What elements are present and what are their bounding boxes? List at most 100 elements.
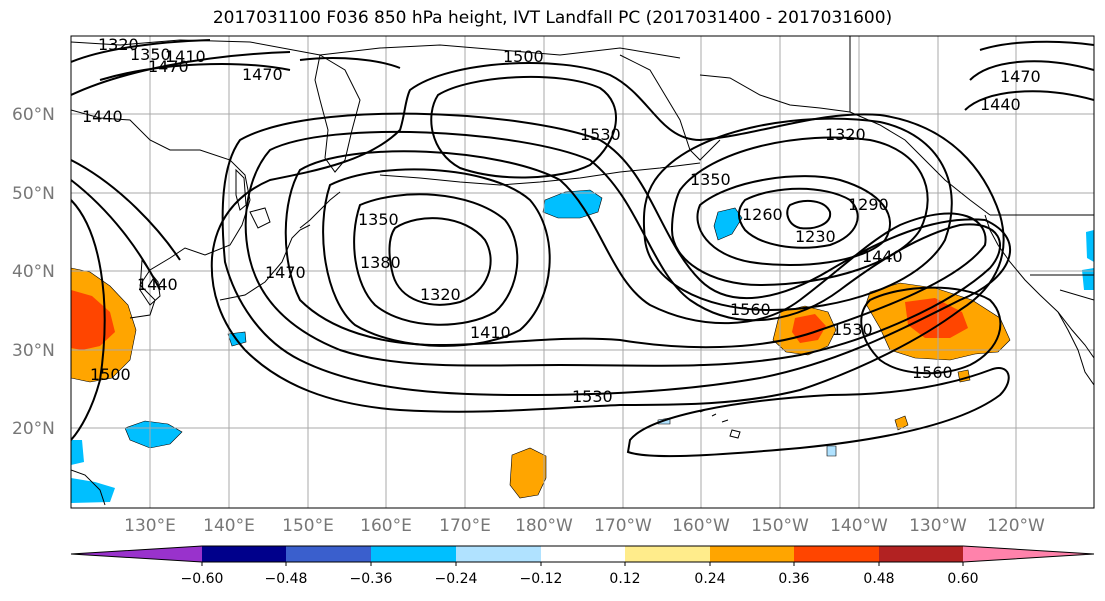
contour-1260-east [738,187,859,249]
colorbar-extend-low [71,546,202,562]
contour-1470 [221,112,1012,397]
height-contours [71,39,1094,458]
contour-label: 1500 [503,47,544,66]
colorbar-segment [541,546,625,562]
lat-label: 40°N [12,262,55,282]
contour-label: 1410 [165,47,206,66]
latitude-labels: 60°N 50°N 40°N 30°N 20°N [12,105,55,439]
colorbar: −0.60 −0.48 −0.36 −0.24 −0.12 0.12 0.24 … [70,545,1095,587]
longitude-labels: 130°E 140°E 150°E 160°E 170°E 180°W 170°… [124,516,1045,536]
contour-1470-west [71,179,161,291]
canada-border [849,36,1094,216]
shade-blue-mid [713,207,743,241]
bc-coast [984,214,1094,359]
contour-label: 1350 [130,45,171,64]
colorbar-label: 0.48 [863,571,894,587]
colorbar-segment [456,546,541,562]
contour-1440-west [71,159,181,261]
shade-orange-small [894,415,909,431]
contour-label: 1440 [862,247,903,266]
contour-1350-east [642,117,953,312]
lon-label: 120°W [987,516,1045,536]
contour-1530 [430,75,1010,458]
colorbar-segment [202,546,286,562]
siberia-coast [71,39,681,59]
shade-blue-east2 [1082,268,1094,290]
colorbar-label: −0.12 [520,571,563,587]
contour-label: 1230 [795,227,836,246]
contour-label: 1350 [690,170,731,189]
colorbar-segment [710,546,794,562]
lon-label: 160°E [360,516,412,536]
lat-label: 60°N [12,105,55,125]
sakhalin [235,168,247,211]
contour-label: 1560 [912,363,953,382]
lat-label: 50°N [12,184,55,204]
contour-1560 [860,286,1002,375]
shade-blue-edge2 [71,478,115,503]
contour-north [71,39,401,96]
lon-label: 160°W [672,516,730,536]
japan-honshu [219,224,311,301]
alaska-west [619,54,721,161]
colorbar-label: 0.24 [694,571,725,587]
lon-label: 130°E [124,516,176,536]
contour-label: 1560 [730,300,771,319]
shade-blue-north [542,189,603,219]
contour-1500-west [71,199,106,441]
contour-label-layer: 1320 1350 1410 1470 1470 1440 1500 1530 … [82,35,1041,406]
contour-1410 [284,150,987,349]
colorbar-segment [879,546,963,562]
colorbar-label: 0.12 [609,571,640,587]
colorbar-extend-high [963,546,1094,562]
kurils [299,191,341,229]
lat-label: 20°N [12,419,55,439]
contour-label: 1470 [148,57,189,76]
us-border [1030,274,1094,301]
contour-label: 1260 [742,205,783,224]
colorbar-segment [794,546,879,562]
lon-label: 140°W [830,516,888,536]
colorbar-segment [371,546,456,562]
map-frame [70,35,1095,509]
shade-red-east [905,298,968,338]
colorbar-label: −0.60 [181,571,224,587]
contour-label: 1320 [98,35,139,54]
japan-hokkaido [249,207,271,229]
map-title: 2017031100 F036 850 hPa height, IVT Land… [212,8,893,28]
contour-label: 1470 [265,263,306,282]
kamchatka [314,54,361,173]
contour-label: 1440 [82,107,123,126]
shade-blue-east1 [1086,230,1094,262]
contour-label: 1500 [90,365,131,384]
contour-label: 1530 [580,125,621,144]
baja [1057,311,1094,386]
aleutians [379,162,701,186]
contour-label: 1380 [360,253,401,272]
lon-label: 170°W [594,516,652,536]
lon-label: 130°W [909,516,967,536]
colorbar-segment [625,546,710,562]
contour-label: 1530 [832,320,873,339]
contour-1320-east [670,136,929,287]
contour-label: 1440 [137,275,178,294]
lon-label: 140°E [203,516,255,536]
map-area [71,36,1094,508]
colorbar-label: −0.24 [435,571,478,587]
contour-1380-west [322,168,551,347]
contour-1290-east [696,175,891,267]
contour-ne [964,40,1094,111]
colorbar-segment [286,546,371,562]
contour-label: 1290 [848,195,889,214]
contour-label: 1410 [470,323,511,342]
gridlines [71,36,1094,508]
contour-1230-east [786,199,832,230]
contour-1440 [244,130,1001,367]
colorbar-tick-marks [201,562,964,566]
contour-label: 1470 [1000,67,1041,86]
lon-label: 170°E [439,516,491,536]
colorbar-label: −0.48 [265,571,308,587]
shade-blue-edge1 [71,440,84,465]
contour-label: 1530 [572,387,613,406]
